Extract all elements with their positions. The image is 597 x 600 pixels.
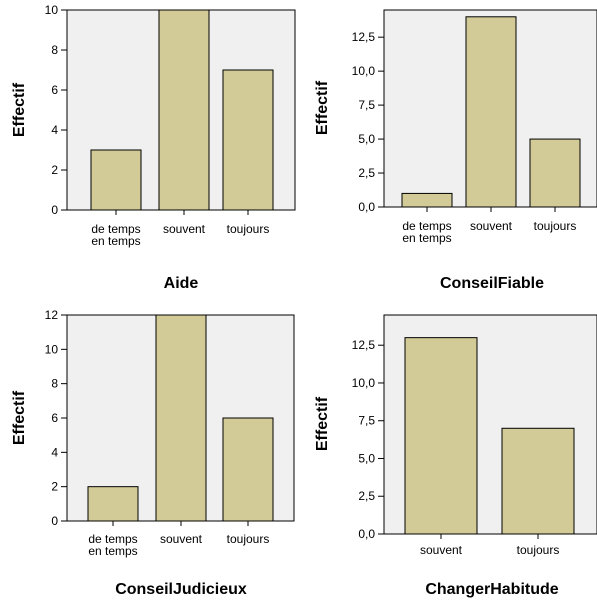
y-tick-label: 4 (51, 123, 58, 137)
chart-panel-2: 0 2 4 6 8 10 12 de temps en temps souvent toujours… (11, 308, 295, 598)
y-tick-label: 8 (51, 43, 58, 57)
x-category-label: souvent (470, 219, 513, 233)
y-tick-label: 10,0 (352, 64, 376, 78)
bar-0 (401, 192, 453, 208)
y-tick-label: 2,5 (358, 489, 375, 503)
bar-0 (90, 149, 142, 211)
x-axis-label: Aide (164, 275, 199, 292)
y-tick-label: 6 (51, 411, 58, 425)
y-tick-label: 10 (45, 3, 59, 17)
y-tick-label: 12,5 (352, 338, 376, 352)
y-tick-label: 7,5 (358, 98, 375, 112)
y-tick-label: 5,0 (358, 132, 375, 146)
y-tick-label: 6 (51, 83, 58, 97)
y-tick-label: 0 (51, 514, 58, 528)
chart-panel-3: 0,0 2,5 5,0 7,5 10,0 12,5 souvent toujours Effec… (314, 314, 597, 598)
x-category-label: de temps en temps (91, 222, 140, 248)
bar-1 (501, 427, 575, 535)
y-tick-label: 2 (51, 163, 58, 177)
y-axis-label: Effectif (11, 82, 28, 137)
bar-1 (158, 9, 210, 211)
bar-2 (529, 138, 581, 208)
y-tick-label: 5,0 (358, 451, 375, 465)
x-axis-label: ConseilJudicieux (115, 581, 247, 598)
y-tick-label: 2 (51, 480, 58, 494)
x-category-label: souvent (420, 543, 463, 557)
bar-0 (87, 486, 139, 522)
y-tick-label: 0,0 (358, 200, 375, 214)
y-tick-label: 0,0 (358, 527, 375, 541)
bar-1 (155, 314, 207, 522)
y-tick-label: 4 (51, 445, 58, 459)
bar-2 (222, 417, 274, 522)
y-tick-label: 10,0 (352, 376, 376, 390)
y-axis-label: Effectif (314, 396, 331, 451)
x-axis-label: ChangerHabitude (425, 581, 558, 598)
x-category-label: de temps en temps (88, 532, 137, 558)
bar-1 (465, 16, 517, 208)
x-category-label: souvent (160, 532, 203, 546)
chart-panel-1: 0,0 2,5 5,0 7,5 10,0 12,5 de temps en temps souv… (314, 9, 597, 292)
y-tick-label: 10 (45, 342, 59, 356)
y-tick-label: 8 (51, 377, 58, 391)
y-axis-label: Effectif (314, 80, 331, 135)
x-category-label: de temps en temps (402, 219, 451, 245)
x-category-label: souvent (163, 222, 206, 236)
chart-panel-0: 0 2 4 6 8 10 de temps en temps souvent toujours Ef… (11, 3, 296, 292)
y-tick-label: 2,5 (358, 166, 375, 180)
x-category-label: toujours (517, 543, 560, 557)
x-category-label: toujours (227, 222, 270, 236)
y-tick-label: 12,5 (352, 30, 376, 44)
y-tick-label: 7,5 (358, 414, 375, 428)
x-category-label: toujours (227, 532, 270, 546)
y-axis-label: Effectif (11, 390, 28, 445)
x-category-label: toujours (534, 219, 577, 233)
bar-2 (222, 69, 274, 211)
y-tick-label: 12 (45, 308, 59, 322)
bar-0 (404, 337, 478, 535)
x-axis-label: ConseilFiable (440, 275, 544, 292)
y-tick-label: 0 (51, 203, 58, 217)
